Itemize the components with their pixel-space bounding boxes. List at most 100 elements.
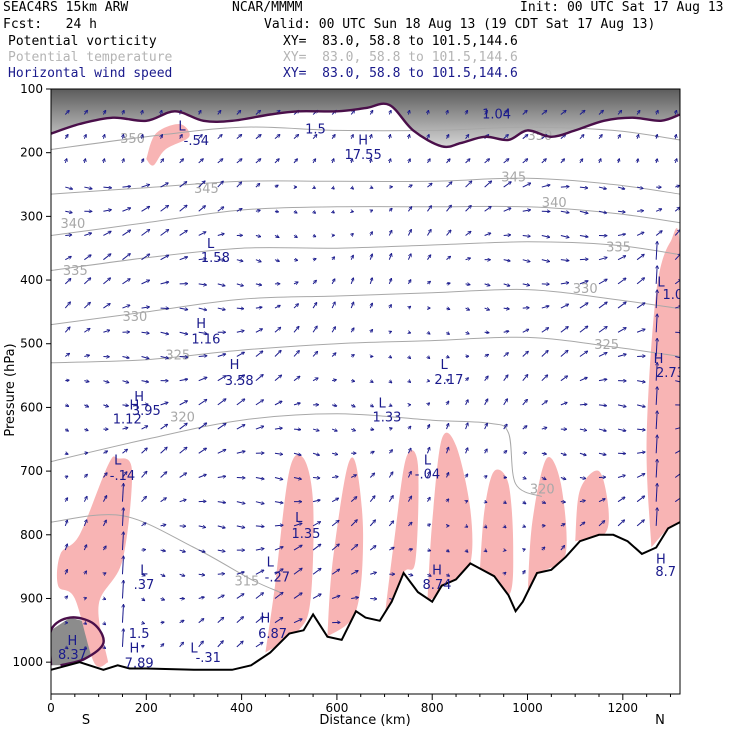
wind-vector xyxy=(351,278,353,285)
wind-vector xyxy=(217,574,225,575)
isentrope-label: 340 xyxy=(542,196,567,211)
wind-vector xyxy=(522,235,530,236)
y-tick-label: 600 xyxy=(20,400,43,414)
wind-vector xyxy=(274,569,283,575)
wind-vector xyxy=(656,135,657,139)
wind-vector xyxy=(103,647,105,648)
wind-vector xyxy=(293,326,299,333)
wind-vector xyxy=(598,499,605,503)
wind-vector xyxy=(122,580,123,599)
wind-vector xyxy=(84,453,87,454)
wind-vector xyxy=(331,429,337,431)
wind-vector xyxy=(579,210,588,213)
wind-vector xyxy=(331,498,338,503)
wind-vector xyxy=(122,381,128,383)
wind-vector xyxy=(636,303,645,309)
wind-vector xyxy=(427,110,428,115)
wind-vector xyxy=(198,574,205,575)
wind-vector xyxy=(141,497,147,503)
extremum-label: 1.12 xyxy=(113,412,142,427)
wind-vector xyxy=(466,474,468,478)
wind-vector xyxy=(656,459,657,478)
extremum-label: 7.89 xyxy=(125,656,154,671)
wind-vector xyxy=(485,550,487,552)
wind-vector xyxy=(331,353,336,357)
wind-vector xyxy=(255,135,261,140)
wind-vector xyxy=(255,110,260,115)
wind-vector xyxy=(141,448,148,454)
wind-vector xyxy=(103,135,104,139)
wind-vector xyxy=(407,471,411,478)
wind-vector xyxy=(522,477,526,478)
extremum-label: H xyxy=(196,317,206,332)
wind-vector xyxy=(236,375,245,382)
wind-vector xyxy=(388,521,393,527)
wind-vector xyxy=(217,424,226,430)
wind-vector xyxy=(236,451,245,454)
extremum-label: H xyxy=(134,390,144,405)
x-tick-label: 400 xyxy=(230,701,253,715)
wind-vector xyxy=(522,284,530,285)
wind-vector xyxy=(389,547,394,551)
wind-vector xyxy=(312,326,317,333)
wind-vector xyxy=(426,472,429,478)
wind-vector xyxy=(217,617,224,624)
wind-vector xyxy=(293,453,301,455)
wind-vector xyxy=(236,159,242,164)
extremum-label: 1.35 xyxy=(291,527,320,542)
wind-vector xyxy=(103,405,108,407)
wind-vector xyxy=(293,403,300,405)
wind-vector xyxy=(675,381,680,383)
wind-vector xyxy=(523,571,525,575)
wind-vector xyxy=(503,235,511,236)
wind-vector xyxy=(217,234,224,236)
wind-vector xyxy=(579,326,588,333)
wind-vector xyxy=(503,135,509,140)
wind-vector xyxy=(198,597,204,598)
pv-region-band-4 xyxy=(427,432,473,602)
wind-vector xyxy=(142,135,143,139)
wind-vector xyxy=(179,159,184,164)
wind-vector xyxy=(427,332,429,334)
wind-vector xyxy=(331,302,335,309)
wind-vector xyxy=(636,329,645,333)
extremum-label: 1.58 xyxy=(201,251,230,266)
wind-vector xyxy=(350,571,358,575)
wind-vector xyxy=(217,284,225,286)
wind-vector xyxy=(484,284,490,286)
tropopause-contour xyxy=(51,102,680,149)
wind-vector xyxy=(84,233,91,236)
wind-vector xyxy=(312,135,317,140)
wind-vector xyxy=(332,159,334,164)
valid-time: Valid: 00 UTC Sun 18 Aug 13 (19 CDT Sat … xyxy=(264,17,656,32)
wind-vector xyxy=(407,254,411,260)
wind-vector xyxy=(199,110,201,115)
wind-vector xyxy=(255,642,263,648)
wind-vector xyxy=(675,186,679,188)
wind-vector xyxy=(103,231,111,236)
wind-vector xyxy=(236,399,245,406)
wind-vector xyxy=(656,508,657,526)
wind-vector xyxy=(64,302,70,309)
isentrope-label: 325 xyxy=(594,338,619,353)
init-time: Init: 00 UTC Sat 17 Aug 13 xyxy=(520,0,724,15)
isentrope-320 xyxy=(51,413,543,498)
wind-vector xyxy=(579,110,585,115)
wind-vector xyxy=(179,500,186,502)
wind-vector xyxy=(617,429,626,431)
wind-vector xyxy=(522,400,528,406)
wind-vector xyxy=(274,525,283,526)
wind-vector xyxy=(370,254,372,260)
wind-vector xyxy=(522,351,528,357)
wind-vector xyxy=(274,592,283,599)
wind-vector xyxy=(637,110,640,115)
wind-vector xyxy=(331,279,335,285)
wind-vector xyxy=(580,159,583,164)
wind-vector xyxy=(579,477,586,478)
wind-vector xyxy=(103,381,108,383)
wind-vector xyxy=(579,351,587,357)
wind-vector xyxy=(293,477,301,479)
wind-vector xyxy=(351,135,353,139)
wind-vector xyxy=(389,428,392,429)
